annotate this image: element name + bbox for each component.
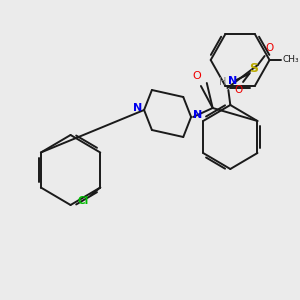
Text: H: H: [219, 77, 226, 87]
Text: N: N: [228, 76, 237, 86]
Text: O: O: [234, 85, 242, 95]
Text: O: O: [193, 71, 201, 81]
Text: S: S: [249, 62, 258, 76]
Text: N: N: [133, 103, 142, 113]
Text: N: N: [193, 110, 203, 120]
Text: O: O: [266, 43, 274, 53]
Text: CH₃: CH₃: [283, 56, 299, 64]
Text: Cl: Cl: [78, 196, 89, 206]
